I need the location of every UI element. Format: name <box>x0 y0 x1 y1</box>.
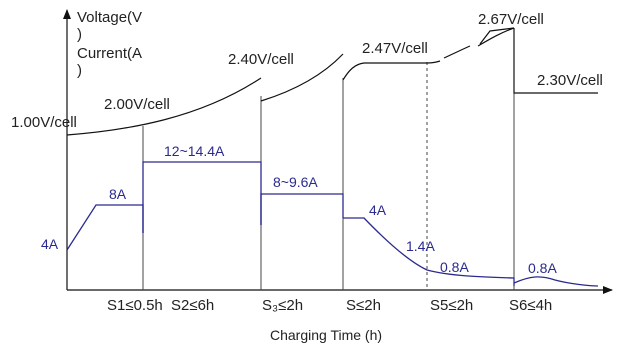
voltage-label-5: 2.67V/cell <box>478 11 544 28</box>
current-stage-6 <box>513 276 599 287</box>
voltage-stage-6 <box>513 28 598 94</box>
stage-dividers <box>142 32 515 290</box>
current-label-4: 8~9.6A <box>273 174 318 190</box>
voltage-label-4: 2.47V/cell <box>362 40 428 57</box>
current-label-3: 12~14.4A <box>164 143 225 159</box>
current-label-8: 0.8A <box>528 260 557 276</box>
current-stage-3 <box>260 193 344 225</box>
current-label-5: 4A <box>369 202 387 218</box>
voltage-label-3: 2.40V/cell <box>228 51 294 68</box>
stage-label-2: S2≤6h <box>171 297 214 314</box>
voltage-label-2: 2.00V/cell <box>104 96 170 113</box>
voltage-axis-label-line1: Voltage(V <box>77 9 142 26</box>
stage-label-1: S1≤0.5h <box>107 297 163 314</box>
voltage-series <box>66 27 598 136</box>
stage-label-6: S6≤4h <box>509 297 552 314</box>
voltage-axis-label-line2: ) <box>77 26 82 43</box>
current-stage-4 <box>343 217 428 271</box>
stage-label-4: S≤2h <box>346 297 381 314</box>
voltage-stage-5-b <box>477 27 515 47</box>
current-label-2: 8A <box>109 186 127 202</box>
voltage-stage-5-a <box>443 45 471 59</box>
current-stage-5 <box>426 269 515 286</box>
current-series <box>66 161 599 287</box>
stage-label-5: S5≤2h <box>430 297 473 314</box>
voltage-stage-3 <box>260 53 344 102</box>
voltage-stage-5-cap <box>479 27 515 45</box>
voltage-stage-1-2 <box>66 77 262 136</box>
voltage-label-1: 1.00V/cell <box>11 114 77 131</box>
stage-label-3: S₃≤2h <box>262 297 303 314</box>
voltage-stage-4 <box>342 60 441 81</box>
current-label-7: 0.8A <box>440 259 469 275</box>
voltage-label-6: 2.30V/cell <box>537 72 603 89</box>
current-axis-label-line1: Current(A <box>77 45 142 62</box>
current-stage-1 <box>66 204 144 251</box>
current-label-1: 4A <box>41 236 59 252</box>
x-axis-title: Charging Time (h) <box>270 327 382 343</box>
current-label-6: 1.4A <box>406 238 435 254</box>
current-axis-label-line2: ) <box>77 62 82 79</box>
current-stage-2 <box>142 161 262 233</box>
